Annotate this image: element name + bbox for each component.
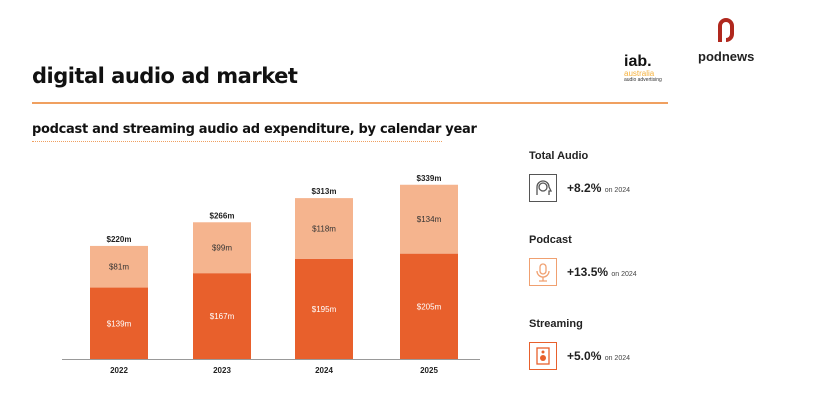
bar-label-2022-1: $81m (109, 263, 129, 272)
bar-label-2025-0: $205m (417, 302, 442, 311)
bar-segment-2025-1 (400, 184, 458, 254)
bar-label-2023-1: $99m (212, 244, 232, 253)
chart-subtitle: podcast and streaming audio ad expenditu… (32, 122, 477, 137)
headphones-head-icon (529, 174, 557, 202)
iab-logo-text: iab. (624, 53, 652, 70)
kpi-streaming-label: Streaming (529, 318, 583, 330)
bar-label-2024-0: $195m (312, 305, 337, 314)
total-label-2022: $220m (107, 235, 132, 244)
x-tick-label-2023: 2023 (213, 366, 231, 375)
speaker-icon (529, 342, 557, 370)
page-title: digital audio ad market (32, 64, 298, 88)
kpi-total-suffix: on 2024 (604, 187, 631, 194)
bar-segment-2022-0 (90, 287, 148, 359)
kpi-streaming-value: +5.0% (567, 349, 602, 363)
kpi-panel: Total Audio +8.2% on 2024 Podcast +13.5%… (529, 150, 637, 370)
podnews-logo-text: podnews (698, 49, 755, 64)
bar-label-2023-0: $167m (210, 312, 235, 321)
bar-segment-2025-0 (400, 253, 458, 359)
kpi-podcast-label: Podcast (529, 234, 572, 246)
kpi-total-value: +8.2% (567, 181, 602, 195)
bar-label-2024-1: $118m (312, 224, 336, 233)
bar-segment-2022-1 (90, 245, 148, 288)
iab-logo-tag: audio advertising (624, 77, 662, 83)
total-label-2023: $266m (210, 211, 235, 220)
iab-logo: iab. australia audio advertising (624, 54, 662, 83)
kpi-streaming-suffix: on 2024 (604, 355, 631, 362)
bar-segment-2024-1 (295, 198, 353, 259)
microphone-icon (529, 258, 557, 286)
title-divider (32, 102, 668, 104)
total-label-2025: $339m (417, 174, 442, 183)
iab-logo-sub: australia (624, 69, 655, 78)
subtitle-divider (32, 141, 442, 142)
x-tick-label-2025: 2025 (420, 366, 438, 375)
bar-label-2025-1: $134m (417, 215, 442, 224)
bar-segment-2023-1 (193, 222, 251, 274)
bar-segment-2024-0 (295, 258, 353, 359)
x-tick-label-2024: 2024 (315, 366, 333, 375)
x-tick-label-2022: 2022 (110, 366, 128, 375)
bar-label-2022-0: $139m (107, 319, 132, 328)
kpi-total-label: Total Audio (529, 150, 589, 162)
bar-segment-2023-0 (193, 273, 251, 359)
total-label-2024: $313m (312, 187, 337, 196)
kpi-podcast-suffix: on 2024 (611, 271, 637, 278)
kpi-podcast-value: +13.5% (567, 265, 609, 279)
podnews-mark-icon (718, 18, 735, 42)
podnews-logo: podnews (698, 18, 754, 64)
